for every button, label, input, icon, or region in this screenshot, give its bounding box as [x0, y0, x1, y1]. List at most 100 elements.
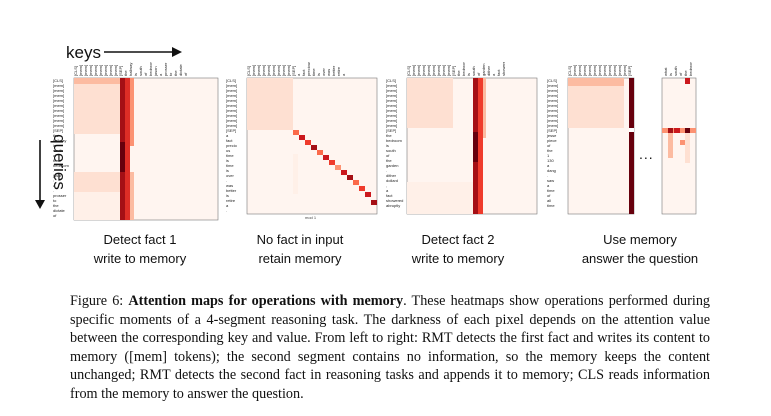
svg-text:garden: garden — [481, 64, 486, 76]
svg-text:[SEP]: [SEP] — [627, 66, 632, 76]
svg-text:time: time — [226, 163, 234, 168]
svg-text:[mem]: [mem] — [83, 65, 88, 76]
svg-text:better: better — [331, 65, 336, 76]
svg-text:[SEP]: [SEP] — [547, 128, 557, 133]
svg-text:[mem]: [mem] — [251, 65, 256, 76]
svg-text:a: a — [491, 73, 496, 76]
svg-text:[SEP]: [SEP] — [53, 128, 63, 133]
panel-3-caption-line1: Detect fact 2 — [421, 232, 495, 247]
svg-text:[SEP]: [SEP] — [118, 66, 123, 76]
svg-text:a: a — [226, 133, 229, 138]
svg-text:[mem]: [mem] — [53, 123, 64, 128]
svg-text:[mem]: [mem] — [226, 98, 237, 103]
svg-text:retire: retire — [226, 198, 236, 203]
svg-text:the: the — [386, 133, 392, 138]
svg-text:[mem]: [mem] — [108, 65, 113, 76]
svg-text:the: the — [53, 203, 59, 208]
svg-text:[mem]: [mem] — [53, 88, 64, 93]
svg-text:[mem]: [mem] — [617, 65, 622, 76]
svg-text:[mem]: [mem] — [431, 65, 436, 76]
ellipsis: ... — [639, 146, 654, 162]
svg-text:[mem]: [mem] — [577, 65, 582, 76]
svg-text:to: to — [53, 198, 57, 203]
svg-text:[mem]: [mem] — [386, 123, 397, 128]
svg-text:all: all — [547, 198, 551, 203]
svg-text:fact: fact — [496, 69, 501, 76]
figure-caption: Figure 6: Attention maps for operations … — [70, 292, 710, 403]
svg-text:of: of — [547, 143, 551, 148]
svg-text:[mem]: [mem] — [226, 88, 237, 93]
svg-text:what: what — [663, 67, 668, 76]
svg-text:retire: retire — [336, 66, 341, 76]
svg-text:bedroom: bedroom — [148, 62, 153, 76]
heatmap-panel-1: [CLS][mem][mem] [mem][mem][mem] [mem][me… — [52, 62, 219, 221]
svg-text:a: a — [158, 73, 163, 76]
svg-text:of: of — [476, 72, 481, 76]
svg-text:fact: fact — [386, 193, 393, 198]
svg-text:[mem]: [mem] — [276, 65, 281, 76]
svg-text::: : — [53, 178, 54, 183]
svg-text:[CLS]: [CLS] — [73, 66, 78, 76]
svg-text:[mem]: [mem] — [547, 98, 558, 103]
svg-text:[mem]: [mem] — [587, 65, 592, 76]
svg-text:south: south — [673, 66, 678, 76]
panel-4-caption-line2: answer the question — [581, 251, 699, 266]
svg-text:jason: jason — [153, 66, 158, 77]
svg-text:[mem]: [mem] — [226, 113, 237, 118]
svg-text:of: of — [183, 72, 188, 76]
panel-2-caption-line1: No fact in input — [256, 232, 344, 247]
svg-text:abruptly: abruptly — [386, 203, 400, 208]
svg-text:hallway: hallway — [53, 138, 66, 143]
keys-axis-label: keys — [66, 43, 101, 62]
svg-text:[SEP]: [SEP] — [226, 128, 236, 133]
svg-text:[mem]: [mem] — [266, 65, 271, 76]
svg-text:[mem]: [mem] — [426, 65, 431, 76]
svg-text:bedroom: bedroom — [688, 62, 693, 76]
svg-text:[mem]: [mem] — [286, 65, 291, 76]
heatmap-panel-4-excerpt: what is south of the bedroom — [661, 62, 697, 215]
panel-3-caption: Detect fact 2 write to memory — [388, 230, 528, 268]
keys-arrow-icon — [104, 47, 182, 57]
svg-text:[mem]: [mem] — [261, 65, 266, 76]
svg-text:[mem]: [mem] — [226, 93, 237, 98]
svg-text:[mem]: [mem] — [226, 83, 237, 88]
heatmap-4b-col-labels: what is south of the bedroom — [663, 62, 693, 76]
heatmap-panel-2: [CLS][mem][mem] [mem][mem][mem] [mem][me… — [226, 62, 378, 215]
svg-text:time: time — [547, 188, 555, 193]
panel-1-caption-line1: Detect fact 1 — [103, 232, 177, 247]
svg-text:[CLS]: [CLS] — [53, 78, 63, 83]
svg-text:prosser: prosser — [53, 193, 67, 198]
svg-text:showered: showered — [386, 198, 403, 203]
panel-3-caption-line2: write to memory — [411, 251, 505, 266]
svg-text:[mem]: [mem] — [547, 83, 558, 88]
heatmap-panel-4: [CLS][mem][mem] [mem][mem][mem] [mem][me… — [546, 65, 635, 215]
svg-text:[mem]: [mem] — [226, 123, 237, 128]
svg-text:time: time — [547, 203, 555, 208]
svg-text:is: is — [133, 73, 138, 76]
svg-text:is: is — [668, 73, 673, 76]
svg-text:[mem]: [mem] — [547, 113, 558, 118]
svg-text:[mem]: [mem] — [421, 65, 426, 76]
svg-text:[mem]: [mem] — [436, 65, 441, 76]
svg-text:jason: jason — [52, 173, 63, 178]
svg-text:[CLS]: [CLS] — [386, 78, 396, 83]
panel-2-axis-note: mod 1 — [305, 215, 317, 220]
heatmap-3-col-labels: [CLS] [mem] [mem] [mem] [mem] [mem] [mem… — [406, 62, 506, 76]
svg-text:[mem]: [mem] — [386, 93, 397, 98]
panel-2-caption: No fact in input retain memory — [230, 230, 370, 268]
svg-text:[mem]: [mem] — [98, 65, 103, 76]
svg-text:[mem]: [mem] — [53, 108, 64, 113]
queries-arrow-icon — [35, 140, 45, 209]
svg-text:[mem]: [mem] — [386, 113, 397, 118]
svg-text:[mem]: [mem] — [572, 65, 577, 76]
svg-text:of: of — [386, 153, 390, 158]
heatmap-1-col-labels: [CLS] [mem] [mem] [mem] [mem] [mem] [mem… — [73, 62, 188, 77]
svg-text:[mem]: [mem] — [547, 93, 558, 98]
svg-text:bedroom: bedroom — [53, 163, 69, 168]
svg-text:of: of — [678, 72, 683, 76]
svg-text:.: . — [226, 208, 227, 213]
svg-text:garden: garden — [386, 163, 398, 168]
svg-text:the: the — [683, 70, 688, 76]
svg-text:time: time — [311, 68, 316, 76]
panel-2-caption-line2: retain memory — [258, 251, 342, 266]
